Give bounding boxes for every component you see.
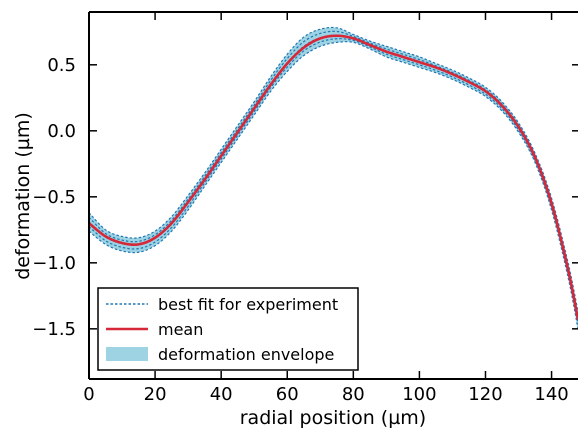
legend-label-fit: best fit for experiment (158, 295, 338, 314)
y-axis-ticks: 0.5 0.0 −0.5 −1.0 −1.5 (32, 55, 578, 340)
mean-line-layer (89, 34, 578, 320)
envelope-layer (89, 27, 578, 329)
legend: best fit for experiment mean deformation e… (97, 287, 359, 371)
x-tick-label: 140 (534, 384, 568, 405)
mean-line (89, 34, 578, 320)
y-tick-label: −0.5 (32, 187, 76, 208)
y-tick-label: −1.0 (32, 253, 76, 274)
best-fit-curve-4 (89, 30, 578, 317)
y-tick-label: 0.0 (47, 121, 76, 142)
y-axis-label: deformation (µm) (12, 112, 34, 280)
y-tick-label: −1.5 (32, 319, 76, 340)
best-fit-curve-1 (89, 41, 578, 329)
x-tick-label: 120 (468, 384, 502, 405)
legend-label-envelope: deformation envelope (158, 345, 334, 364)
x-tick-label: 0 (83, 384, 94, 405)
deformation-envelope-band (89, 27, 578, 329)
x-tick-label: 100 (402, 384, 436, 405)
fit-lines-layer (89, 26, 578, 329)
x-tick-label: 20 (144, 384, 167, 405)
x-tick-label: 60 (276, 384, 299, 405)
legend-label-mean: mean (158, 320, 203, 339)
axes-frame (88, 11, 578, 380)
plot-area (89, 26, 578, 329)
x-tick-label: 80 (342, 384, 365, 405)
best-fit-curve-3 (89, 34, 578, 321)
x-tick-label: 40 (210, 384, 233, 405)
x-axis-ticks: 0 20 40 60 80 100 120 140 (83, 12, 569, 405)
best-fit-curve-5 (89, 26, 578, 312)
x-axis-label: radial position (µm) (240, 407, 426, 429)
y-tick-label: 0.5 (47, 55, 76, 76)
legend-envelope-swatch (106, 347, 148, 361)
best-fit-curve-2 (89, 38, 578, 325)
